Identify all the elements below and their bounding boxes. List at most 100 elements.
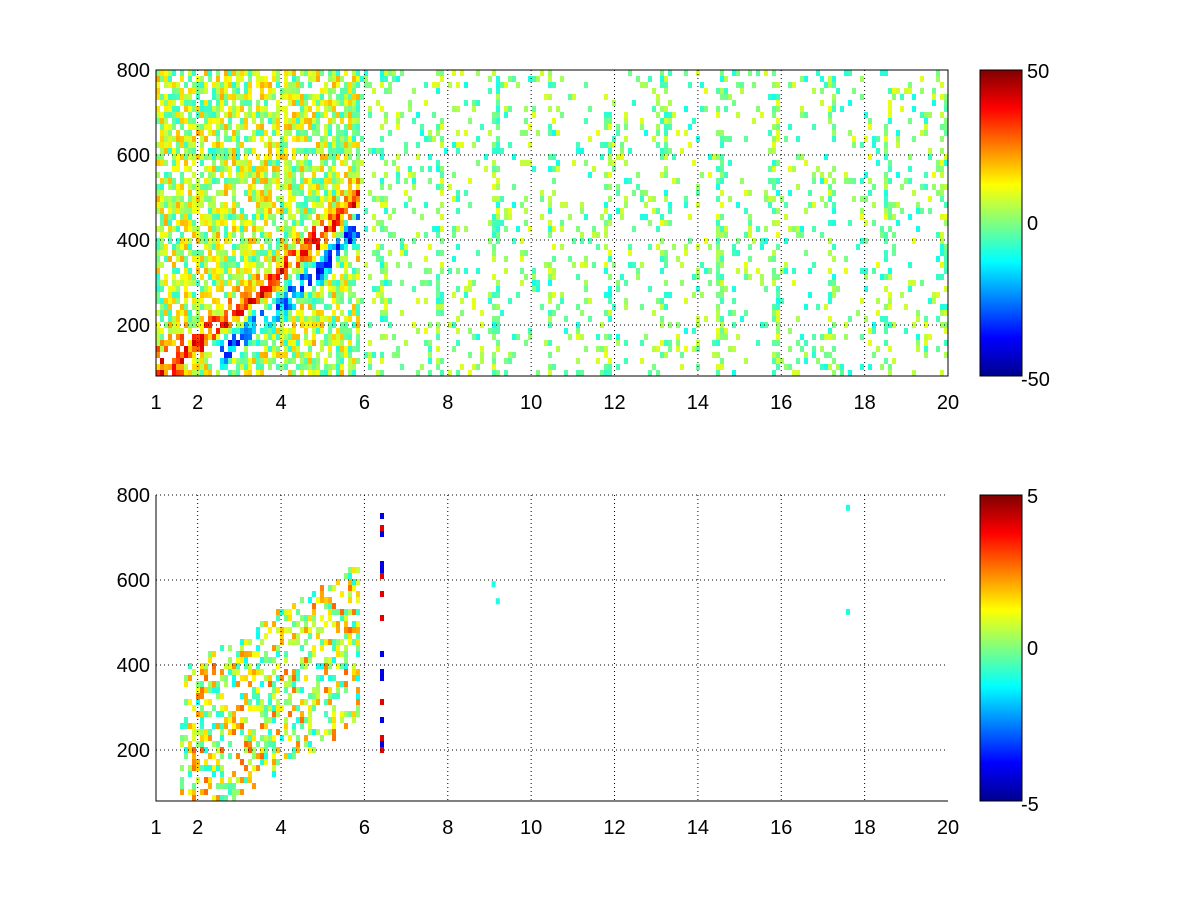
heatmap-cell — [292, 358, 296, 364]
heatmap-cell — [336, 627, 340, 633]
heatmap-cell — [804, 112, 808, 118]
heatmap-cell — [260, 280, 264, 286]
heatmap-cell — [248, 172, 252, 178]
heatmap-cell — [356, 705, 360, 711]
heatmap-cell — [268, 735, 272, 741]
heatmap-cell — [228, 322, 232, 328]
heatmap-cell — [196, 202, 200, 208]
heatmap-cell — [720, 136, 724, 142]
heatmap-cell — [352, 304, 356, 310]
heatmap-cell — [288, 609, 292, 615]
heatmap-cell — [728, 94, 732, 100]
heatmap-cell — [280, 292, 284, 298]
heatmap-cell — [252, 226, 256, 232]
heatmap-cell — [172, 148, 176, 154]
heatmap-cell — [584, 160, 588, 166]
heatmap-cell — [844, 70, 848, 76]
heatmap-cell — [860, 142, 864, 148]
heatmap-cell — [244, 136, 248, 142]
heatmap-cell — [480, 352, 484, 358]
heatmap-cell — [308, 723, 312, 729]
heatmap-cell — [164, 340, 168, 346]
heatmap-cell — [264, 106, 268, 112]
heatmap-cell — [608, 274, 612, 280]
heatmap-cell — [760, 238, 764, 244]
heatmap-cell — [776, 334, 780, 340]
heatmap-cell — [312, 118, 316, 124]
heatmap-cell — [812, 262, 816, 268]
heatmap-cell — [828, 118, 832, 124]
heatmap-cell — [700, 172, 704, 178]
heatmap-cell — [912, 370, 916, 376]
heatmap-cell — [220, 88, 224, 94]
heatmap-cell — [260, 214, 264, 220]
heatmap-cell — [248, 256, 252, 262]
heatmap-cell — [180, 741, 184, 747]
heatmap-cell — [324, 88, 328, 94]
heatmap-cell — [160, 184, 164, 190]
heatmap-cell — [276, 663, 280, 669]
heatmap-cell — [184, 298, 188, 304]
heatmap-cell — [160, 142, 164, 148]
heatmap-cell — [324, 124, 328, 130]
heatmap-cell — [716, 316, 720, 322]
heatmap-cell — [804, 340, 808, 346]
heatmap-cell — [316, 292, 320, 298]
heatmap-cell — [340, 256, 344, 262]
heatmap-cell — [276, 675, 280, 681]
heatmap-cell — [320, 585, 324, 591]
heatmap-cell — [552, 274, 556, 280]
heatmap-cell — [276, 627, 280, 633]
heatmap-cell — [328, 675, 332, 681]
heatmap-cell — [380, 370, 384, 376]
heatmap-cell — [876, 262, 880, 268]
heatmap-cell — [820, 346, 824, 352]
heatmap-cell — [736, 250, 740, 256]
heatmap-cell — [924, 334, 928, 340]
heatmap-cell — [188, 148, 192, 154]
heatmap-cell — [208, 100, 212, 106]
heatmap-cell — [452, 70, 456, 76]
heatmap-cell — [184, 352, 188, 358]
heatmap-cell — [472, 280, 476, 286]
heatmap-cell — [348, 124, 352, 130]
heatmap-cell — [772, 148, 776, 154]
heatmap-cell — [188, 94, 192, 100]
heatmap-cell — [352, 166, 356, 172]
heatmap-cell — [804, 208, 808, 214]
heatmap-cell — [280, 286, 284, 292]
heatmap-cell — [176, 334, 180, 340]
heatmap-cell — [316, 370, 320, 376]
heatmap-cell — [344, 94, 348, 100]
heatmap-cell — [264, 274, 268, 280]
heatmap-cell — [184, 675, 188, 681]
heatmap-cell — [336, 214, 340, 220]
heatmap-cell — [488, 88, 492, 94]
heatmap-cell — [300, 112, 304, 118]
heatmap-cell — [344, 274, 348, 280]
heatmap-cell — [300, 298, 304, 304]
heatmap-cell — [168, 304, 172, 310]
heatmap-cell — [356, 148, 360, 154]
heatmap-cell — [276, 609, 280, 615]
heatmap-cell — [176, 244, 180, 250]
heatmap-cell — [172, 154, 176, 160]
heatmap-cell — [888, 214, 892, 220]
heatmap-cell — [764, 70, 768, 76]
heatmap-cell — [716, 154, 720, 160]
heatmap-cell — [792, 370, 796, 376]
heatmap-cell — [260, 178, 264, 184]
heatmap-cell — [216, 316, 220, 322]
heatmap-cell — [832, 256, 836, 262]
heatmap-cell — [244, 352, 248, 358]
heatmap-cell — [180, 789, 184, 795]
heatmap-cell — [716, 250, 720, 256]
heatmap-cell — [232, 244, 236, 250]
heatmap-cell — [944, 160, 948, 166]
heatmap-cell — [204, 256, 208, 262]
heatmap-cell — [332, 274, 336, 280]
heatmap-cell — [244, 244, 248, 250]
heatmap-cell — [324, 244, 328, 250]
heatmap-cell — [208, 178, 212, 184]
heatmap-cell — [828, 106, 832, 112]
